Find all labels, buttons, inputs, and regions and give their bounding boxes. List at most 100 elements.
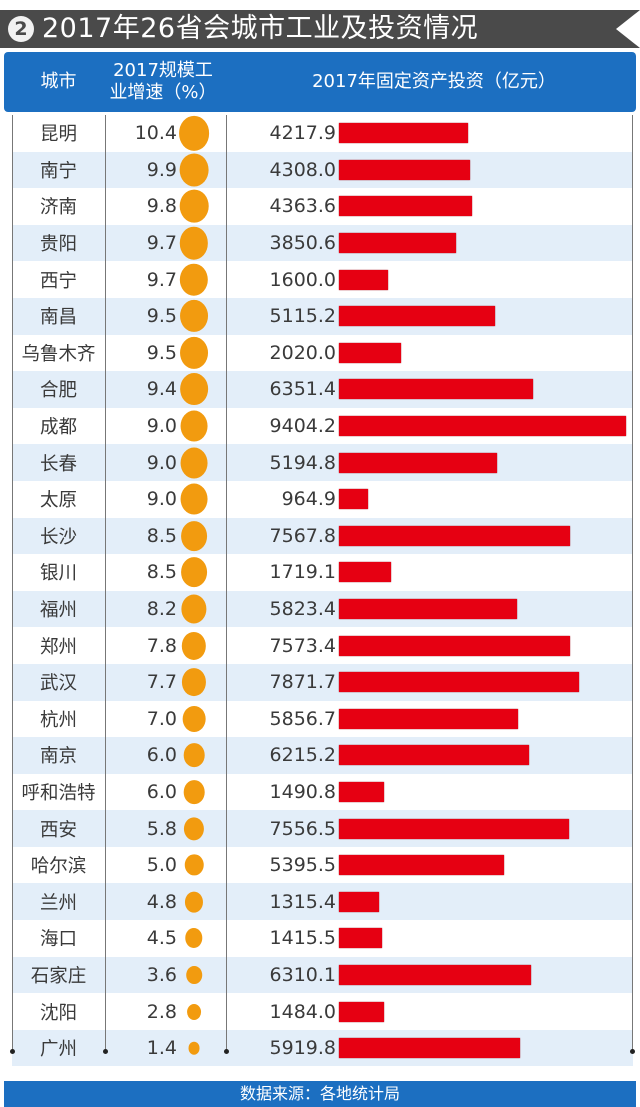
city-name: 西宁 — [39, 270, 77, 292]
city-name: 石家庄 — [30, 965, 87, 987]
growth-rate-value: 9.5 — [146, 341, 177, 364]
growth-rate-value: 5.0 — [146, 854, 177, 877]
growth-rate-dot-icon — [180, 300, 208, 333]
investment-bar — [339, 635, 570, 656]
divider-end-dot — [10, 1049, 15, 1054]
table-row: 杭州 7.0 5856.7 — [12, 701, 633, 738]
growth-rate-value: 8.5 — [146, 524, 177, 547]
growth-rate-value: 9.0 — [146, 415, 177, 438]
growth-rate-value: 7.8 — [146, 634, 177, 657]
table-row: 西安 5.8 7556.5 — [12, 810, 633, 847]
title-arrow-notch — [616, 10, 640, 48]
investment-bar — [339, 159, 471, 180]
growth-rate-dot-icon — [183, 780, 205, 804]
table-row: 石家庄 3.6 6310.1 — [12, 956, 633, 994]
table-row: 济南 9.8 4363.6 — [12, 188, 633, 225]
investment-bar — [339, 964, 532, 985]
city-name: 昆明 — [39, 124, 77, 146]
divider-end-dot — [103, 1049, 108, 1054]
source-footer: 数据来源：各地统计局 — [4, 1081, 636, 1107]
investment-value: 6310.1 — [269, 963, 336, 986]
column-divider-1 — [105, 115, 106, 1052]
investment-value: 4308.0 — [269, 158, 336, 181]
investment-bar — [339, 599, 517, 620]
city-name: 杭州 — [39, 709, 77, 731]
divider-end-dot — [224, 1049, 229, 1054]
growth-rate-dot-icon — [181, 668, 207, 697]
city-name: 贵阳 — [39, 234, 77, 256]
investment-value: 4217.9 — [269, 122, 336, 145]
growth-rate-dot-icon — [179, 153, 209, 187]
table-row: 贵阳 9.7 3850.6 — [12, 224, 633, 262]
investment-bar — [339, 781, 385, 802]
city-name: 西安 — [39, 819, 77, 841]
growth-rate-value: 10.4 — [134, 122, 177, 145]
growth-rate-value: 2.8 — [146, 1000, 177, 1023]
growth-rate-dot-icon — [179, 226, 209, 260]
city-name: 长沙 — [39, 526, 77, 548]
city-name: 乌鲁木齐 — [21, 343, 96, 365]
title-bar — [0, 10, 640, 48]
growth-rate-dot-icon — [184, 854, 204, 876]
investment-value: 9404.2 — [269, 415, 336, 438]
table-row: 长沙 8.5 7567.8 — [12, 517, 633, 555]
table-row: 太原 9.0 964.9 — [12, 481, 633, 518]
investment-bar — [339, 233, 457, 254]
table-row: 兰州 4.8 1315.4 — [12, 883, 633, 921]
city-name: 哈尔滨 — [30, 856, 87, 878]
investment-bar — [339, 269, 388, 290]
table-row: 哈尔滨 5.0 5395.5 — [12, 847, 633, 884]
city-name: 呼和浩特 — [21, 782, 96, 804]
investment-value: 4363.6 — [269, 195, 336, 218]
growth-rate-value: 9.0 — [146, 488, 177, 511]
table-row: 银川 8.5 1719.1 — [12, 554, 633, 591]
table-row: 武汉 7.7 7871.7 — [12, 663, 633, 701]
investment-value: 5194.8 — [269, 451, 336, 474]
growth-rate-dot-icon — [185, 928, 203, 949]
investment-value: 1719.1 — [269, 561, 336, 584]
table-border-left — [12, 115, 13, 1052]
growth-rate-value: 9.0 — [146, 451, 177, 474]
growth-rate-dot-icon — [179, 116, 209, 151]
table-row: 长春 9.0 5194.8 — [12, 444, 633, 481]
investment-bar — [339, 891, 380, 912]
growth-rate-dot-icon — [187, 1003, 201, 1020]
investment-bar — [339, 416, 626, 437]
growth-rate-value: 8.5 — [146, 561, 177, 584]
growth-rate-value: 7.7 — [146, 671, 177, 694]
investment-value: 3850.6 — [269, 232, 336, 255]
growth-rate-dot-icon — [182, 705, 206, 732]
table-row: 乌鲁木齐 9.5 2020.0 — [12, 335, 633, 372]
growth-rate-dot-icon — [181, 594, 207, 624]
table-row: 合肥 9.4 6351.4 — [12, 371, 633, 408]
city-name: 广州 — [39, 1039, 77, 1061]
investment-bar — [339, 672, 580, 693]
investment-bar — [339, 123, 468, 144]
table-border-right — [632, 115, 633, 1052]
chart-title: 2017年26省会城市工业及投资情况 — [42, 13, 479, 44]
header-rate-line2: 业增速（%） — [109, 82, 217, 103]
investment-value: 5395.5 — [269, 854, 336, 877]
section-number-badge: 2 — [8, 16, 34, 42]
investment-bar — [339, 562, 392, 583]
growth-rate-dot-icon — [184, 891, 204, 913]
growth-rate-dot-icon — [179, 263, 209, 296]
investment-bar — [339, 928, 383, 949]
table-row: 郑州 7.8 7573.4 — [12, 627, 633, 664]
investment-value: 5856.7 — [269, 707, 336, 730]
growth-rate-value: 9.7 — [146, 268, 177, 291]
city-name: 南昌 — [39, 307, 77, 329]
table-row: 海口 4.5 1415.5 — [12, 920, 633, 957]
growth-rate-dot-icon — [181, 520, 207, 551]
header-industry-growth: 2017规模工 业增速（%） — [102, 52, 224, 112]
growth-rate-dot-icon — [183, 816, 205, 841]
table-row: 沈阳 2.8 1484.0 — [12, 993, 633, 1030]
growth-rate-value: 6.0 — [146, 744, 177, 767]
city-name: 沈阳 — [39, 1002, 77, 1024]
table-row: 西宁 9.7 1600.0 — [12, 261, 633, 298]
growth-rate-dot-icon — [181, 631, 207, 660]
growth-rate-dot-icon — [183, 743, 205, 768]
city-name: 太原 — [39, 490, 77, 512]
table-header: 城市 2017规模工 业增速（%） 2017年固定资产投资（亿元） — [4, 52, 636, 112]
city-name: 合肥 — [39, 380, 77, 402]
